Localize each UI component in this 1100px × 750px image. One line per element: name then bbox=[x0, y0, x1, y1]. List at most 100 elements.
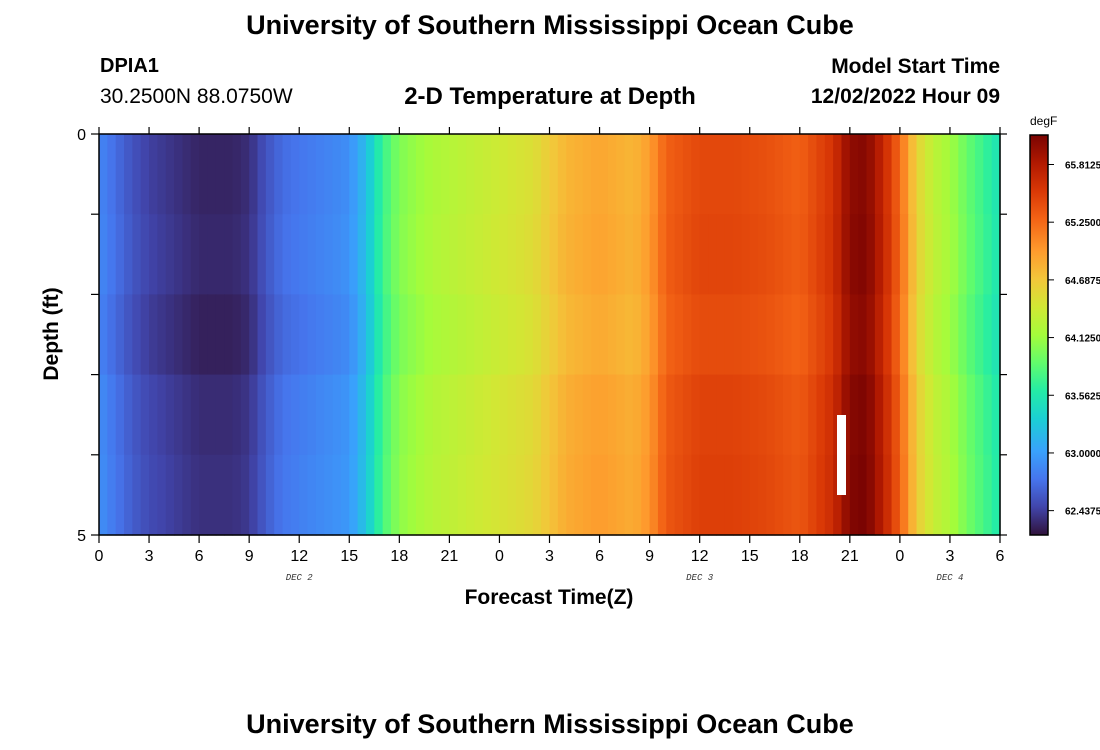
heatmap-cell bbox=[591, 134, 601, 215]
heatmap-cell bbox=[390, 454, 400, 536]
heatmap-cell bbox=[432, 214, 442, 295]
heatmap-cell bbox=[232, 294, 242, 376]
heatmap-cell bbox=[799, 294, 809, 376]
heatmap-cell bbox=[874, 134, 884, 215]
heatmap-cell bbox=[733, 294, 742, 376]
heatmap-cell bbox=[215, 454, 225, 536]
heatmap-cell bbox=[315, 214, 325, 295]
heatmap-cell bbox=[899, 134, 909, 215]
heatmap-cell bbox=[507, 454, 517, 536]
heatmap-cell bbox=[858, 214, 868, 295]
heatmap-cell bbox=[841, 294, 851, 376]
heatmap-cell bbox=[974, 294, 984, 376]
heatmap-cell bbox=[908, 214, 918, 295]
heatmap-cell bbox=[174, 294, 184, 376]
heatmap-cell bbox=[516, 294, 526, 376]
heatmap-cell bbox=[399, 134, 409, 215]
heatmap-cell bbox=[249, 454, 259, 536]
heatmap-cell bbox=[432, 134, 442, 215]
heatmap-cell bbox=[607, 374, 617, 456]
heatmap-cell bbox=[557, 294, 567, 376]
heatmap-cell bbox=[991, 294, 1001, 376]
heatmap-cell bbox=[758, 134, 767, 215]
heatmap-cell bbox=[140, 214, 150, 295]
heatmap-cell bbox=[532, 134, 542, 215]
heatmap-cell bbox=[682, 294, 692, 376]
heatmap-cell bbox=[833, 214, 843, 295]
heatmap-cell bbox=[407, 214, 417, 295]
heatmap-cell bbox=[541, 214, 551, 295]
heatmap-cell bbox=[874, 454, 884, 536]
heatmap-cell bbox=[349, 374, 359, 456]
heatmap-cell bbox=[457, 374, 467, 456]
heatmap-cell bbox=[616, 214, 626, 295]
heatmap-cell bbox=[290, 214, 300, 295]
heatmap-cell bbox=[307, 374, 317, 456]
heatmap-cell bbox=[616, 374, 626, 456]
heatmap-cell bbox=[190, 214, 200, 295]
heatmap-cell bbox=[657, 214, 667, 295]
heatmap-cell bbox=[941, 454, 951, 536]
heatmap-cell bbox=[399, 374, 409, 456]
heatmap-cell bbox=[799, 374, 809, 456]
x-axis: 0 3 6 9 12 15 18 21 0 3 6 9 12 15 18 21 0 3 6 DEC 2 DEC 3 DEC… bbox=[95, 127, 1005, 583]
heatmap-cell bbox=[566, 134, 576, 215]
heatmap-cell bbox=[315, 454, 325, 536]
heatmap-cell bbox=[774, 134, 784, 215]
heatmap-cell bbox=[499, 374, 509, 456]
heatmap-cell bbox=[599, 294, 609, 376]
heatmap-cell bbox=[641, 214, 651, 295]
heatmap-cell bbox=[407, 454, 417, 536]
heatmap-cell bbox=[340, 214, 350, 295]
heatmap-cell bbox=[766, 454, 776, 536]
heatmap-cell bbox=[374, 294, 384, 376]
heatmap-cell bbox=[199, 214, 209, 295]
heatmap-cell bbox=[657, 294, 667, 376]
heatmap-cell bbox=[666, 454, 676, 536]
heatmap-cell bbox=[607, 214, 617, 295]
heatmap-cell bbox=[315, 294, 325, 376]
heatmap-cell bbox=[649, 134, 659, 215]
heatmap-cell bbox=[983, 374, 993, 456]
x-tick-label: 15 bbox=[741, 548, 759, 565]
heatmap-cell bbox=[516, 214, 526, 295]
heatmap-cell bbox=[724, 374, 734, 456]
heatmap-cell bbox=[115, 294, 125, 376]
heatmap-cell bbox=[557, 214, 567, 295]
heatmap-cell bbox=[624, 454, 634, 536]
heatmap-cell bbox=[124, 294, 133, 376]
date-label: DEC 3 bbox=[686, 573, 714, 583]
temperature-heatmap-chart: 0 3 6 9 12 15 18 21 0 3 6 9 12 15 18 21 0 3 6 DEC 2 DEC 3 DEC… bbox=[40, 114, 1100, 609]
heatmap-cell bbox=[224, 374, 234, 456]
heatmap-cell bbox=[699, 134, 709, 215]
heatmap-cell bbox=[424, 454, 434, 536]
heatmap-cell bbox=[808, 214, 818, 295]
heatmap-cell bbox=[874, 374, 884, 456]
heatmap-cell bbox=[474, 294, 484, 376]
heatmap-cell bbox=[516, 374, 526, 456]
heatmap-cell bbox=[557, 454, 567, 536]
heatmap-cell bbox=[708, 454, 717, 536]
heatmap-cell bbox=[541, 294, 551, 376]
heatmap-cell bbox=[432, 294, 442, 376]
heatmap-cell bbox=[290, 294, 300, 376]
heatmap-cell bbox=[691, 374, 701, 456]
heatmap-cell bbox=[232, 214, 242, 295]
heatmap-cell bbox=[566, 454, 576, 536]
heatmap-cell bbox=[382, 374, 392, 456]
heatmap-cell bbox=[574, 374, 584, 456]
heatmap-cell bbox=[632, 134, 642, 215]
heatmap-cell bbox=[574, 214, 584, 295]
heatmap-cell bbox=[499, 214, 509, 295]
heatmap-cell bbox=[340, 134, 350, 215]
heatmap-cell bbox=[499, 294, 509, 376]
heatmap-cell bbox=[774, 294, 784, 376]
heatmap-cell bbox=[949, 134, 959, 215]
heatmap-cell bbox=[466, 214, 476, 295]
heatmap-cell bbox=[532, 454, 542, 536]
heatmap-cell bbox=[315, 134, 325, 215]
heatmap-cell bbox=[274, 294, 284, 376]
heatmap-cell bbox=[165, 214, 175, 295]
heatmap-cell bbox=[933, 374, 943, 456]
heatmap-cell bbox=[924, 374, 934, 456]
